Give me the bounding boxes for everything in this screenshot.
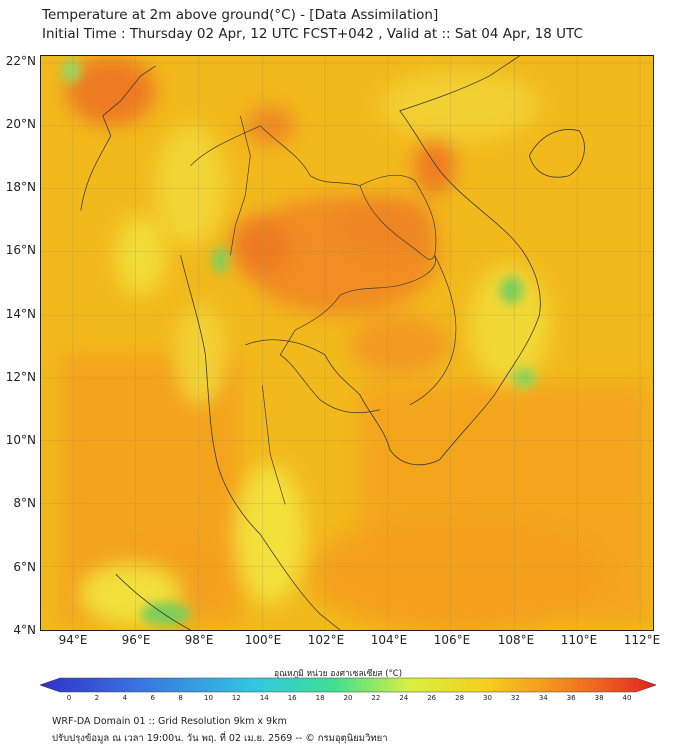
colorbar-tick-label: 26	[427, 694, 437, 702]
temperature-field	[60, 56, 650, 630]
colorbar-tick-label: 10	[204, 694, 213, 702]
lat-label: 8°N	[13, 496, 36, 510]
colorbar-tick-label: 4	[122, 694, 128, 702]
colorbar-tick-label: 0	[66, 694, 72, 702]
lat-label: 16°N	[5, 243, 36, 257]
colorbar-tick-label: 22	[371, 694, 381, 702]
lon-label: 104°E	[370, 633, 408, 647]
lon-label: 96°E	[121, 633, 151, 647]
colorbar-tick-label: 12	[231, 694, 241, 702]
colorbar-tick-label: 34	[538, 694, 548, 702]
colorbar-tick-label: 6	[150, 694, 155, 702]
cool-spot-myanmar	[212, 246, 229, 275]
footer-update-info: ปรับปรุงข้อมูล ณ เวลา 19:00น. วัน พฤ. ที…	[52, 733, 388, 744]
lon-label: 112°E	[623, 633, 661, 647]
colorbar-tick-label: 18	[315, 694, 325, 702]
lon-label: 102°E	[307, 633, 345, 647]
colorbar-tick-label: 28	[455, 694, 465, 702]
colorbar-tick-label: 36	[566, 694, 576, 702]
lat-label: 12°N	[5, 370, 36, 384]
colorbar-tick-label: 8	[178, 694, 183, 702]
temperature-map	[40, 55, 654, 631]
colorbar	[40, 677, 656, 693]
colorbar-tick-label: 16	[287, 694, 297, 702]
lon-label: 108°E	[497, 633, 535, 647]
lat-label: 20°N	[5, 117, 36, 131]
lon-label: 98°E	[184, 633, 214, 647]
lon-label: 106°E	[433, 633, 471, 647]
footer-model-info: WRF-DA Domain 01 :: Grid Resolution 9km …	[52, 716, 287, 727]
cool-spot-sumatra	[140, 602, 191, 627]
map-title: Temperature at 2m above ground(°C) - [Da…	[42, 7, 439, 23]
country-borders	[190, 115, 457, 505]
colorbar-tick-label: 14	[259, 694, 269, 702]
colorbar-tick-label: 20	[343, 694, 353, 702]
colorbar-tick-label: 24	[399, 694, 409, 702]
coastlines	[80, 56, 585, 630]
lat-label: 18°N	[5, 180, 36, 194]
lat-label: 6°N	[13, 560, 36, 574]
colorbar-tick-label: 38	[594, 694, 604, 702]
lat-label: 4°N	[13, 623, 36, 637]
map-subtitle: Initial Time : Thursday 02 Apr, 12 UTC F…	[42, 26, 583, 42]
lat-label: 10°N	[5, 433, 36, 447]
colorbar-title: อุณหภูมิ หน่วย องศาเซลเซียส (°C)	[273, 669, 403, 679]
lon-label: 94°E	[58, 633, 88, 647]
lon-label: 100°E	[244, 633, 282, 647]
lat-label: 22°N	[5, 54, 36, 68]
lat-label: 14°N	[5, 307, 36, 321]
colorbar-tick-label: 40	[622, 694, 632, 702]
lon-label: 110°E	[560, 633, 598, 647]
colorbar-tick-label: 30	[483, 694, 492, 702]
colorbar-tick-label: 2	[94, 694, 100, 702]
cool-spot-north	[60, 58, 81, 83]
cool-spot-vietnam-central	[499, 276, 524, 305]
colorbar-tick-label: 32	[510, 694, 520, 702]
